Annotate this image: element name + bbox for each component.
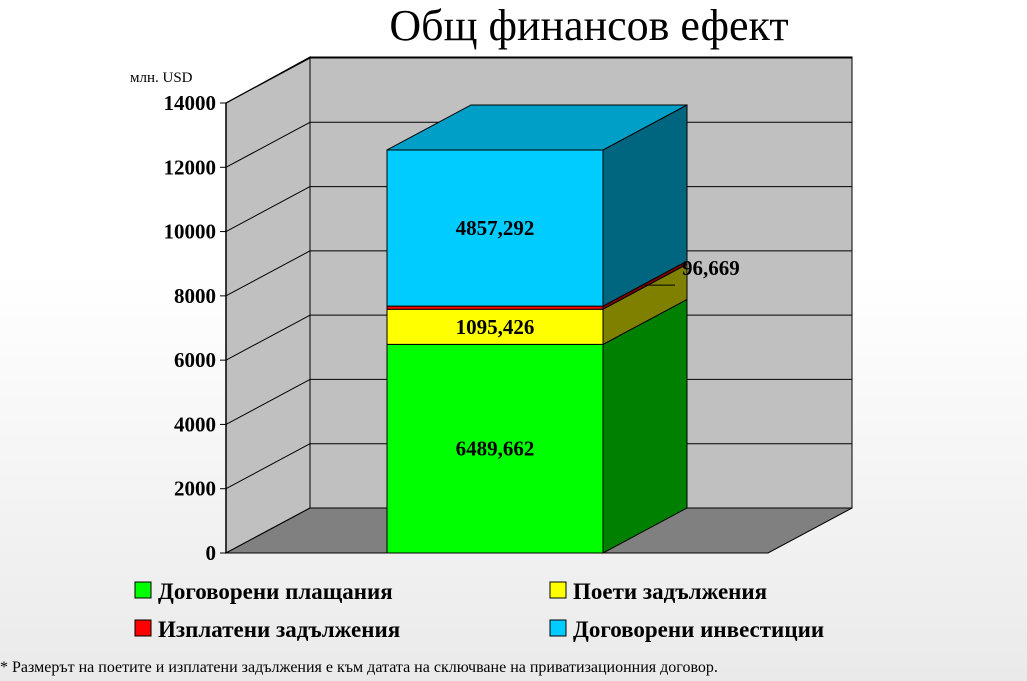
gridline: [225, 378, 311, 425]
y-tick-label: 12000: [164, 155, 217, 179]
legend-swatch: [134, 581, 152, 599]
y-tick-label: 8000: [174, 284, 216, 308]
y-tick-label: 2000: [174, 477, 216, 501]
data-label: 4857,292: [456, 216, 535, 240]
side-wall: [225, 56, 311, 554]
y-axis-ticks: 0 2000 4000 6000 8000 10000 12000 14000: [164, 91, 226, 565]
y-tick-label: 14000: [164, 91, 217, 115]
bar-stack: [386, 104, 688, 554]
gridline: [225, 443, 311, 490]
y-tick-label: 0: [206, 541, 217, 565]
legend-swatch: [549, 581, 567, 599]
data-label: 1095,426: [456, 315, 535, 339]
y-tick-label: 10000: [164, 220, 217, 244]
data-labels: 6489,662 1095,426 96,669 4857,292: [456, 216, 740, 461]
gridline: [225, 57, 311, 104]
gridline: [225, 250, 311, 297]
y-tick-label: 4000: [174, 412, 216, 436]
legend-swatch: [134, 619, 152, 637]
gridline: [225, 186, 311, 233]
bar-segment-top: [386, 104, 688, 151]
gridline: [225, 314, 311, 361]
legend-label: Договорени инвестиции: [573, 617, 824, 642]
y-tick-label: 6000: [174, 348, 216, 372]
legend-label: Договорени плащания: [158, 579, 393, 604]
data-label: 6489,662: [456, 437, 535, 461]
chart-title: Общ финансов ефект: [389, 1, 788, 50]
legend-label: Поети задължения: [573, 579, 767, 604]
legend-swatch: [549, 619, 567, 637]
gridline: [225, 121, 311, 168]
legend-label: Изплатени задължения: [158, 617, 400, 642]
legend: Договорени плащания Поети задължения Изп…: [134, 579, 824, 642]
data-label: 96,669: [682, 256, 740, 280]
y-axis-unit: млн. USD: [130, 70, 193, 86]
footnote: * Размерът на поетите и изплатени задълж…: [0, 659, 718, 676]
